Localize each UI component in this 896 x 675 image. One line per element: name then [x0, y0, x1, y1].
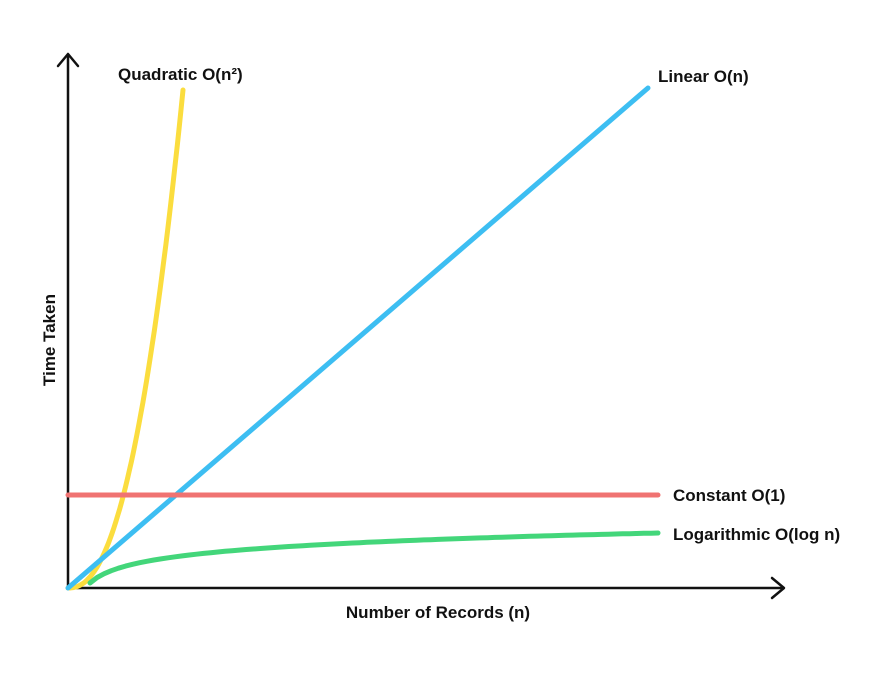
quadratic-series-label: Quadratic O(n²)	[118, 65, 243, 84]
x-axis	[66, 576, 786, 600]
y-axis-title: Time Taken	[40, 294, 59, 386]
x-axis-arrow-icon	[770, 576, 786, 600]
series-group	[65, 85, 661, 591]
linear-series-line	[65, 85, 651, 591]
y-axis-arrow-icon	[56, 52, 80, 68]
logarithmic-series-line	[87, 530, 661, 586]
x-axis-title: Number of Records (n)	[346, 603, 530, 622]
y-axis	[56, 52, 80, 590]
series-labels: Quadratic O(n²) Linear O(n) Constant O(1) L…	[118, 65, 840, 544]
logarithmic-series-label: Logarithmic O(log n)	[673, 525, 840, 544]
quadratic-series-line	[65, 87, 186, 591]
linear-series-label: Linear O(n)	[658, 67, 749, 86]
constant-series-label: Constant O(1)	[673, 486, 785, 505]
